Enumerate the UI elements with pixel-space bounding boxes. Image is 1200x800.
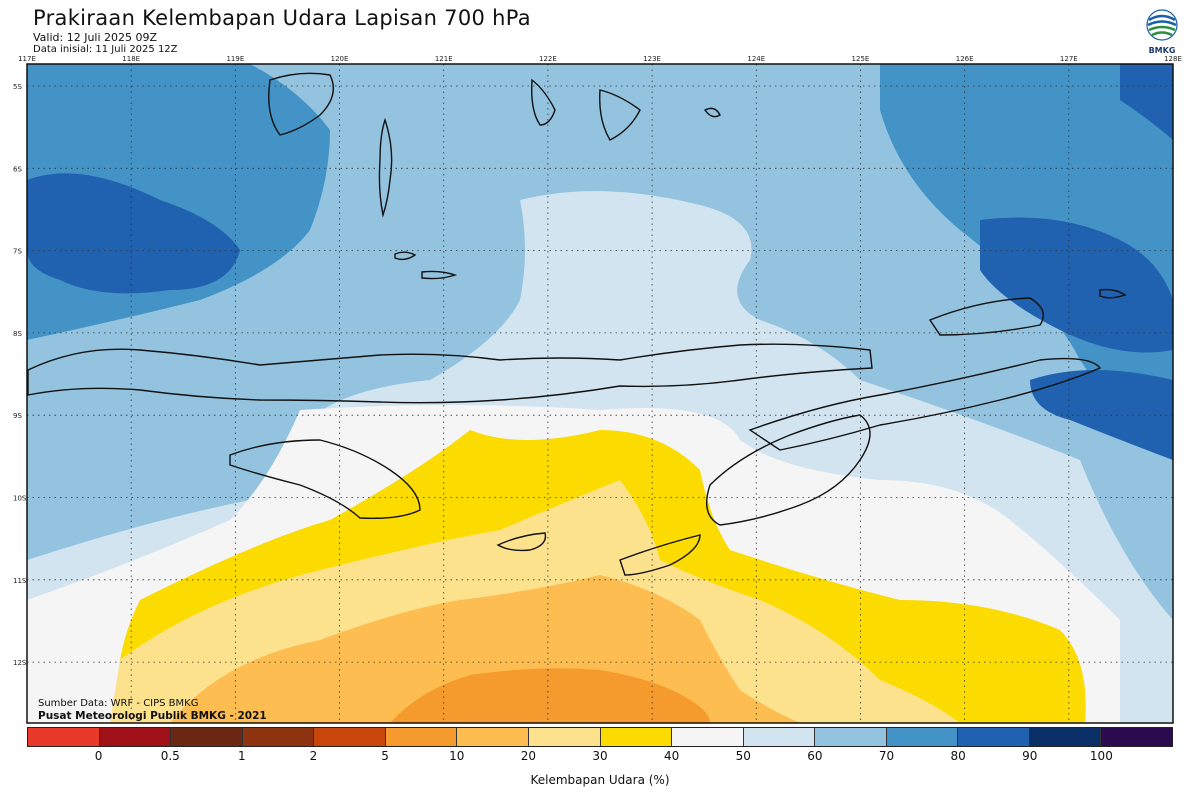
latitude-label: 9S (13, 412, 22, 420)
valid-time: Valid: 12 Juli 2025 09Z (33, 31, 158, 44)
colorbar-segment (171, 728, 243, 746)
longitude-label: 124E (747, 55, 765, 63)
longitude-label: 120E (331, 55, 349, 63)
colorbar-tick-label: 5 (381, 749, 389, 763)
colorbar-tick-label: 1 (238, 749, 246, 763)
colorbar-tick-label: 2 (309, 749, 318, 763)
map-frame (26, 63, 1174, 724)
center-credit: Pusat Meteorologi Publik BMKG - 2021 (38, 710, 267, 722)
longitude-label: 117E (18, 55, 36, 63)
colorbar-tick-label: 100 (1089, 749, 1113, 763)
colorbar (27, 727, 1173, 747)
colorbar-tick-label: 90 (1022, 749, 1038, 763)
colorbar-tick-label: 40 (663, 749, 680, 763)
latitude-label: 5S (13, 83, 22, 91)
coastlines (27, 72, 1127, 576)
colorbar-segment (958, 728, 1030, 746)
colorbar-tick-label: 70 (878, 749, 895, 763)
colorbar-title: Kelembapan Udara (%) (530, 773, 670, 787)
colorbar-tick-label: 80 (950, 749, 966, 763)
colorbar-tick-label: 10 (449, 749, 465, 763)
longitude-label: 127E (1060, 55, 1078, 63)
longitude-label: 122E (539, 55, 557, 63)
longitude-label: 123E (643, 55, 661, 63)
colorbar-segment (743, 728, 816, 746)
latitude-labels: 5S 6S 7S 8S 9S 10S 11S 12S (13, 83, 27, 667)
bmkg-logo-icon: BMKG (1146, 9, 1178, 55)
longitude-label: 126E (956, 55, 974, 63)
logo-text: BMKG (1149, 46, 1176, 55)
initial-data-time: Data inisial: 11 Juli 2025 12Z (33, 44, 178, 55)
colorbar-tick-label: 20 (520, 749, 537, 763)
colorbar-segment (672, 728, 744, 746)
longitude-label: 128E (1164, 55, 1182, 63)
colorbar-segment (600, 728, 673, 746)
colorbar-tick-label: 0 (94, 749, 103, 763)
colorbar-segment (1029, 728, 1102, 746)
colorbar-segment (528, 728, 601, 746)
colorbar-segment (99, 728, 172, 746)
latitude-label: 10S (13, 495, 27, 503)
colorbar-segment (886, 728, 959, 746)
longitude-label: 121E (435, 55, 453, 63)
longitude-label: 118E (122, 55, 140, 63)
colorbar-segment (457, 728, 529, 746)
latitude-label: 12S (13, 659, 27, 667)
colorbar-tick-label: 50 (735, 749, 751, 763)
map-title: Prakiraan Kelembapan Udara Lapisan 700 h… (33, 6, 531, 30)
colorbar-segment (815, 728, 887, 746)
colorbar-tick-label: 30 (592, 749, 608, 763)
latitude-label: 6S (13, 165, 22, 173)
longitude-label: 125E (852, 55, 870, 63)
colorbar-segment (28, 728, 100, 746)
longitude-label: 119E (226, 55, 244, 63)
graticule (27, 64, 1173, 723)
colorbar-tick-label: 60 (807, 749, 823, 763)
colorbar-segment (242, 728, 315, 746)
latitude-label: 8S (13, 330, 22, 338)
colorbar-segment (1101, 728, 1172, 746)
humidity-field (27, 64, 1173, 723)
colorbar-segment (314, 728, 386, 746)
latitude-label: 7S (13, 248, 22, 256)
longitude-labels: 117E 118E 119E 120E 121E 122E 123E 124E 125E 126E… (18, 55, 1182, 63)
colorbar-segment (385, 728, 458, 746)
colorbar-tick-label: 0.5 (160, 749, 180, 763)
latitude-label: 11S (13, 577, 27, 585)
data-source-credit: Sumber Data: WRF - CIPS BMKG (38, 698, 199, 709)
